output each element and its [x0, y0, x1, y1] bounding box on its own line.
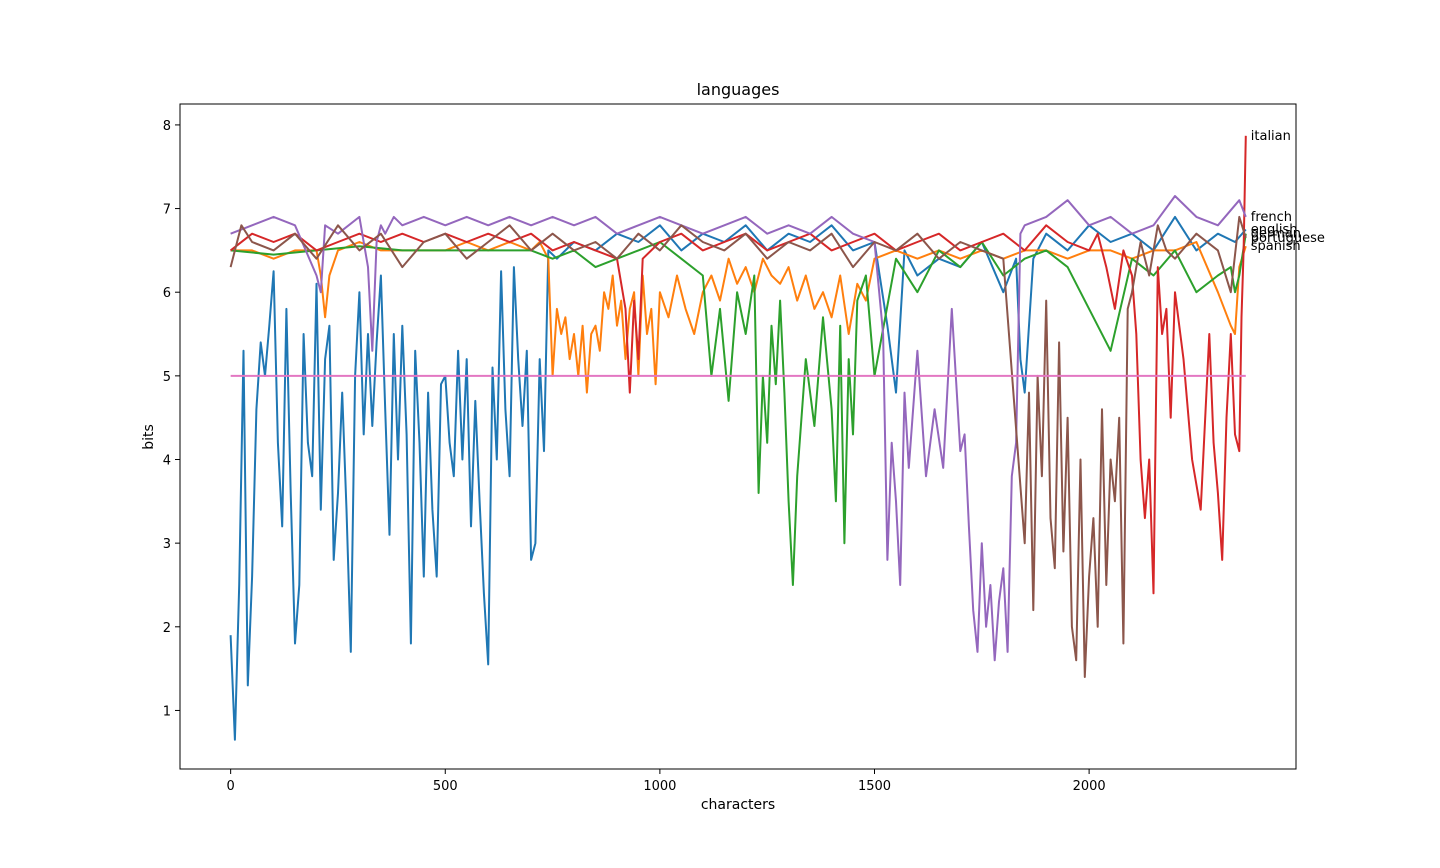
y-tick-label: 3: [163, 537, 171, 552]
plot-area: [179, 103, 1297, 770]
x-tick-label: 2000: [1073, 779, 1106, 794]
y-tick-label: 8: [163, 119, 171, 134]
end-label-french: french: [1251, 210, 1292, 225]
end-label-italian: italian: [1251, 129, 1291, 144]
x-tick-label: 0: [227, 779, 235, 794]
y-tick-label: 6: [163, 286, 171, 301]
series-layer: [229, 135, 1247, 741]
x-axis: 0 500 1000 1500 2000: [227, 769, 1106, 794]
series-line-portuguese: [229, 215, 1247, 678]
series-line-german: [230, 233, 1247, 586]
x-tick-label: 1000: [643, 779, 676, 794]
y-tick-label: 2: [163, 621, 171, 636]
series-line-french: [230, 195, 1247, 662]
plot-background: [180, 104, 1296, 769]
y-axis: 1 2 3 4 5 6 7 8: [163, 119, 180, 719]
x-tick-label: 500: [433, 779, 458, 794]
x-axis-label: characters: [701, 797, 775, 813]
end-label-english: english: [1251, 222, 1298, 237]
plot-frame: [179, 103, 1297, 770]
y-tick-label: 4: [163, 454, 171, 469]
end-label-spanish: spanish: [1251, 239, 1301, 254]
y-tick-label: 5: [163, 370, 171, 385]
y-tick-label: 1: [163, 704, 171, 719]
y-tick-label: 7: [163, 203, 171, 218]
end-label-portuguese: portuguese: [1251, 231, 1325, 246]
series-line-italian: [229, 135, 1247, 595]
chart-title: languages: [697, 80, 780, 99]
series-line-english: [229, 215, 1247, 741]
end-label-german: german: [1251, 227, 1301, 242]
y-axis-label: bits: [141, 424, 157, 450]
x-tick-label: 1500: [858, 779, 891, 794]
